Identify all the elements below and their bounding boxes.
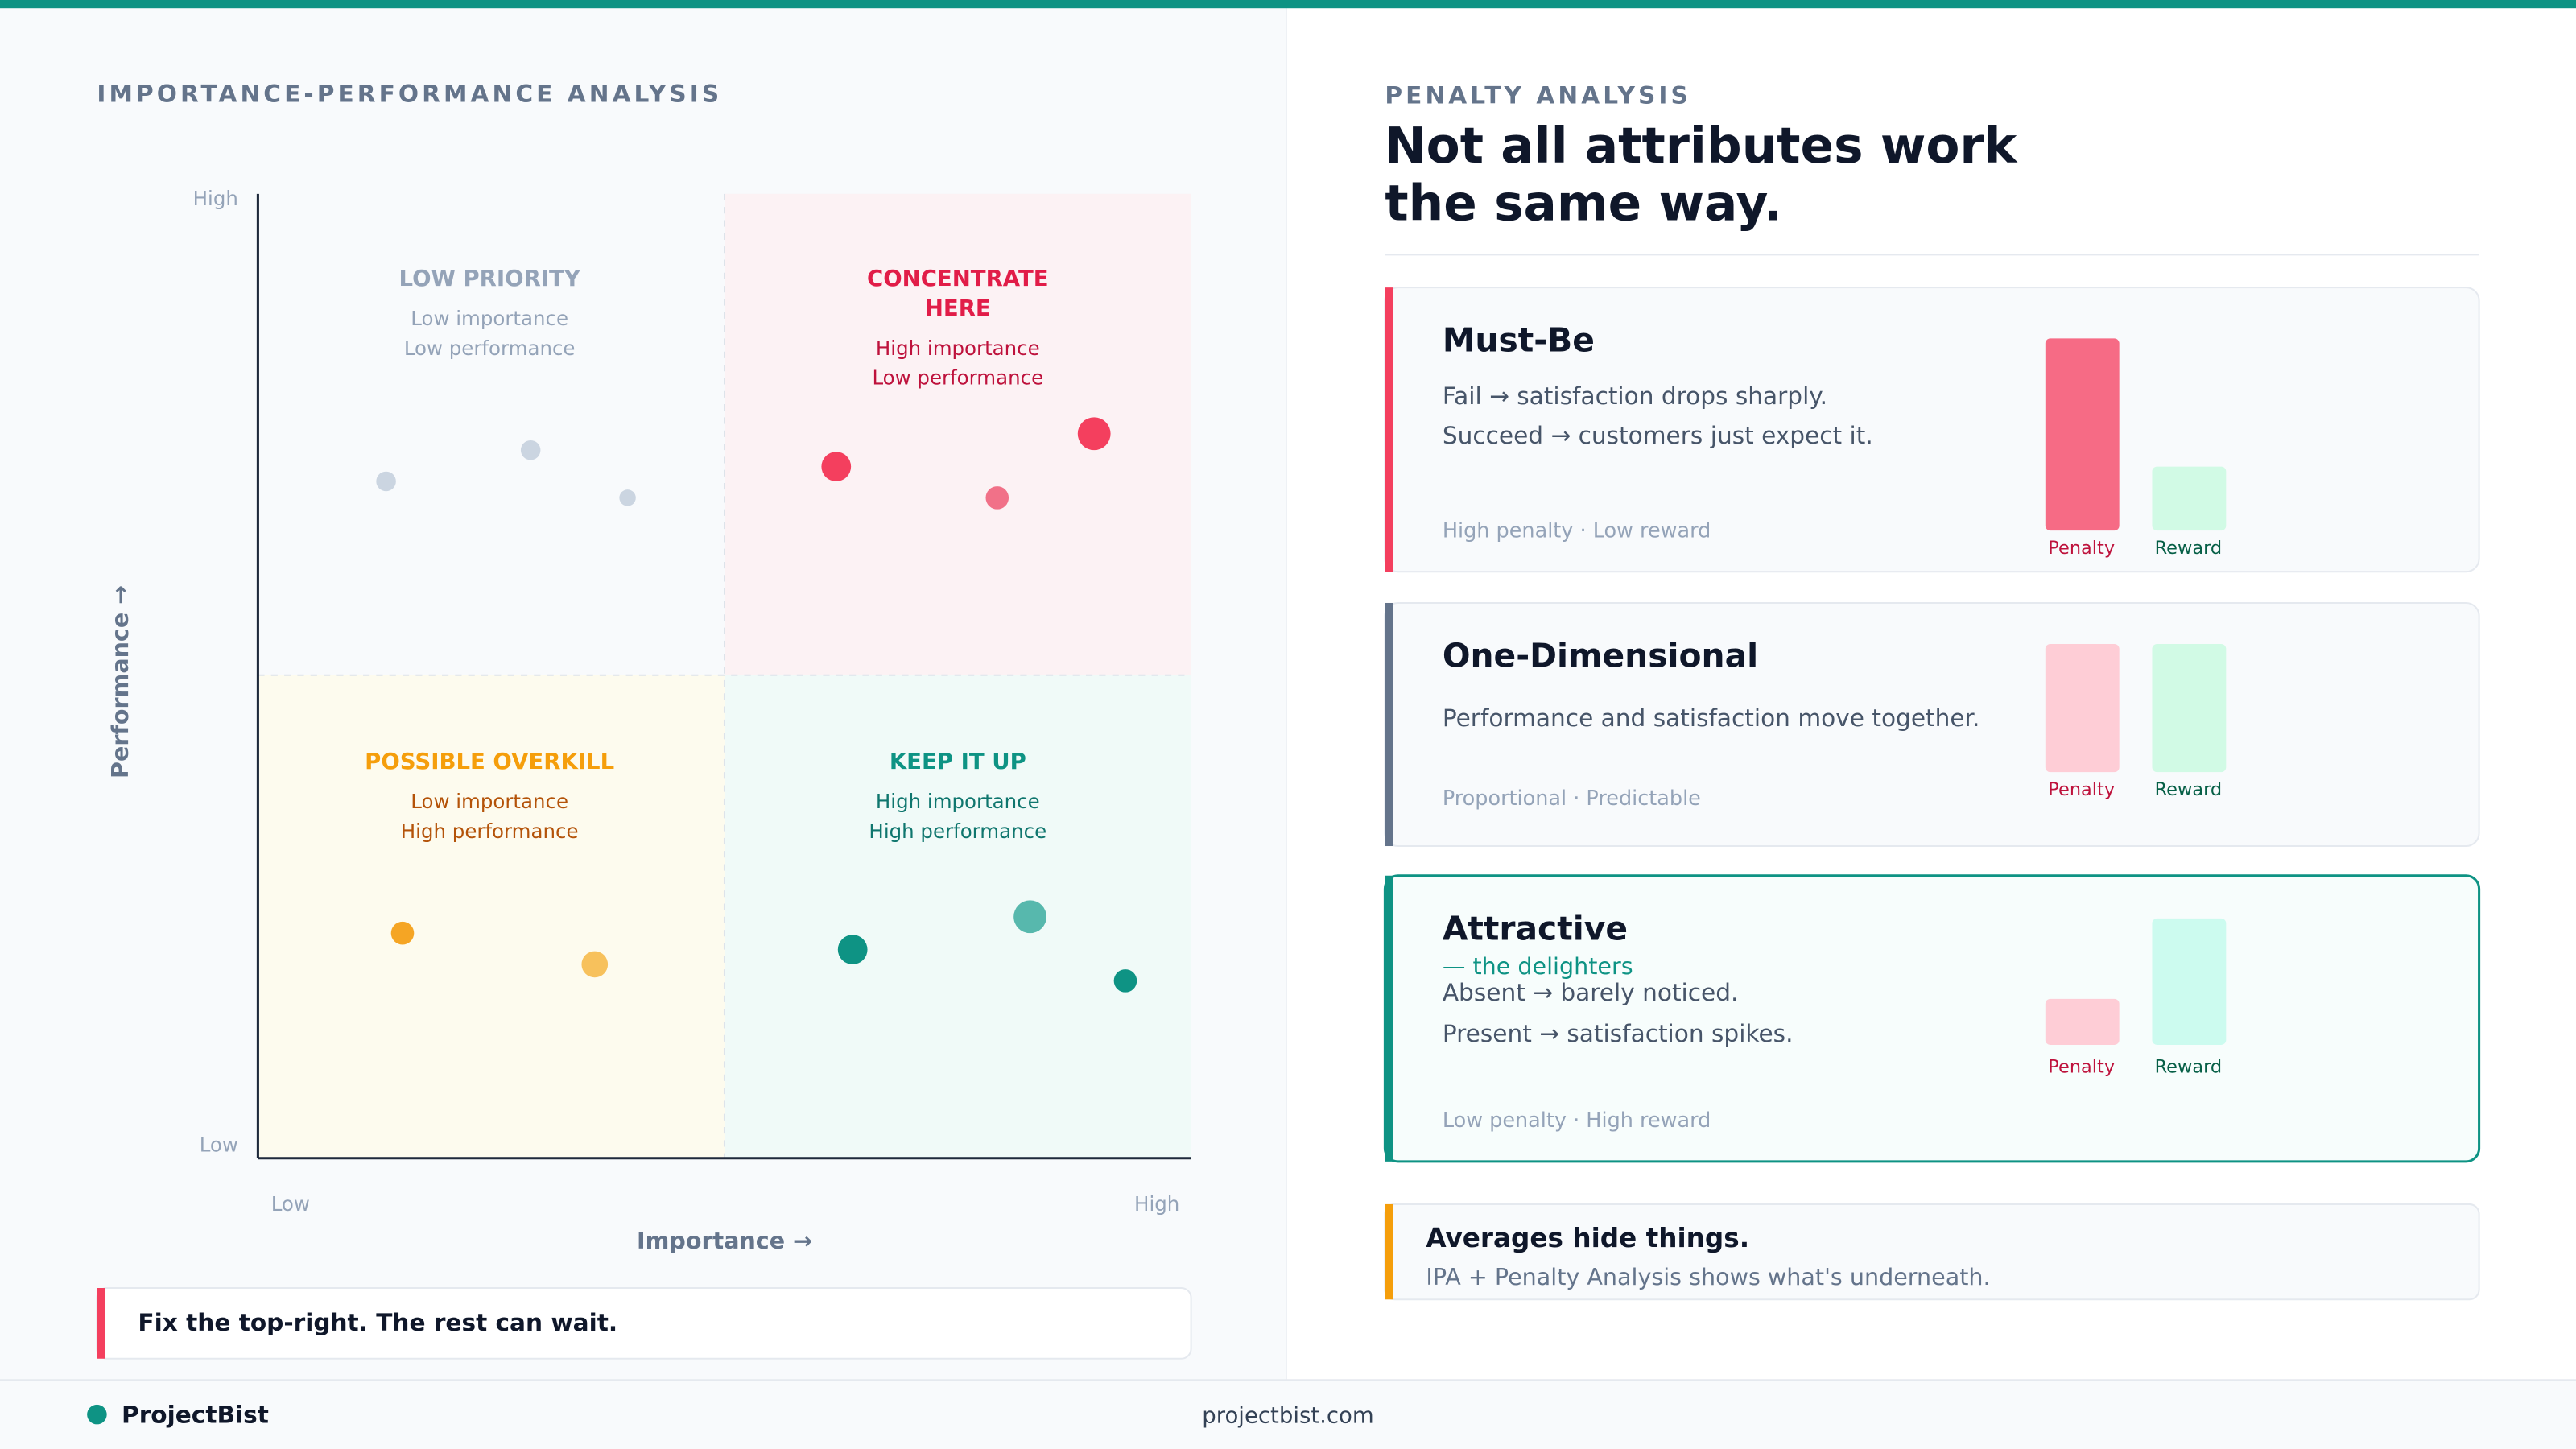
dot [520,440,541,460]
bar-label: Reward [2155,1057,2223,1078]
axis-end-label: High [1134,1192,1179,1216]
card-accent [1385,602,1393,847]
note-text: IPA + Penalty Analysis shows what's unde… [1426,1263,1990,1290]
card-title: One-Dimensional [1443,637,1758,675]
note-title: Averages hide things. [1426,1223,1749,1253]
bar-label: Penalty [2048,1057,2115,1078]
dot [1077,417,1111,451]
y-axis-label: Performance → [106,585,134,778]
dot [390,921,415,945]
quadrant-title: HERE [925,295,991,321]
card-accent [1385,287,1393,572]
penalty-bar [2045,644,2120,773]
dot [1113,969,1137,993]
quadrant-title: CONCENTRATE [867,266,1049,291]
eyebrow: IMPORTANCE-PERFORMANCE ANALYSIS [97,80,722,108]
footer [0,1380,2576,1449]
reward-bar [2152,644,2227,773]
quadrant-bg [724,675,1191,1158]
quadrant-text: Low importance [411,790,568,813]
dot [619,489,636,506]
dots [376,417,1137,993]
card-title: Must-Be [1443,321,1595,360]
penalty-bar [2045,998,2120,1045]
x-axis-label: Importance → [637,1227,812,1254]
footer-url: projectbist.com [1202,1402,1374,1428]
quadrant-bg [724,193,1191,675]
bar-label: Reward [2155,538,2223,559]
quadrant-text: High importance [876,790,1040,813]
card-meta: Proportional · Predictable [1443,786,1701,811]
card-text: Absent → barely noticed. [1443,979,1739,1006]
quadrant-text: High performance [401,819,579,843]
quadrant-text: High performance [869,819,1046,843]
axis-end-label: Low [200,1133,238,1157]
dot [581,951,609,978]
brand-dot [87,1404,107,1425]
bar-label: Reward [2155,779,2223,800]
dot [376,471,396,492]
card-text: Succeed → customers just expect it. [1443,422,1873,449]
eyebrow: PENALTY ANALYSIS [1385,82,1690,109]
quadrant-text: Low performance [404,336,576,360]
bar-label: Penalty [2048,779,2115,800]
top-bar [0,0,2576,9]
card-meta: High penalty · Low reward [1443,518,1711,543]
card-subtitle: — the delighters [1443,952,1633,980]
quadrant-title: LOW PRIORITY [399,266,581,291]
callout-accent [97,1288,105,1359]
quadrant-text: Low performance [872,366,1043,390]
heading: the same way. [1385,175,1782,232]
callout: Fix the top-right. The rest can wait. [138,1309,617,1336]
brand: ProjectBist [122,1401,269,1428]
reward-bar [2152,466,2227,531]
quadrant-text: Low importance [411,307,568,330]
quadrant-text: High importance [876,336,1040,360]
quadrant-title: KEEP IT UP [890,749,1026,774]
quadrant-title: POSSIBLE OVERKILL [365,749,614,774]
axis-end-label: Low [271,1192,310,1216]
card-meta: Low penalty · High reward [1443,1108,1711,1133]
dot [837,935,868,964]
bar-label: Penalty [2048,538,2115,559]
reward-bar [2152,918,2227,1045]
card-accent [1385,875,1393,1162]
dot [1013,900,1046,934]
heading: Not all attributes work [1385,118,2017,175]
dot [821,452,852,481]
card-text: Present → satisfaction spikes. [1443,1020,1794,1047]
note-accent [1385,1203,1393,1300]
penalty-bar [2045,338,2120,531]
dot [985,486,1009,510]
card-title: Attractive [1443,909,1628,947]
quadrant-bg [258,675,724,1158]
card-text: Performance and satisfaction move togeth… [1443,704,1980,732]
axis-end-label: High [193,187,238,210]
card-text: Fail → satisfaction drops sharply. [1443,382,1827,410]
